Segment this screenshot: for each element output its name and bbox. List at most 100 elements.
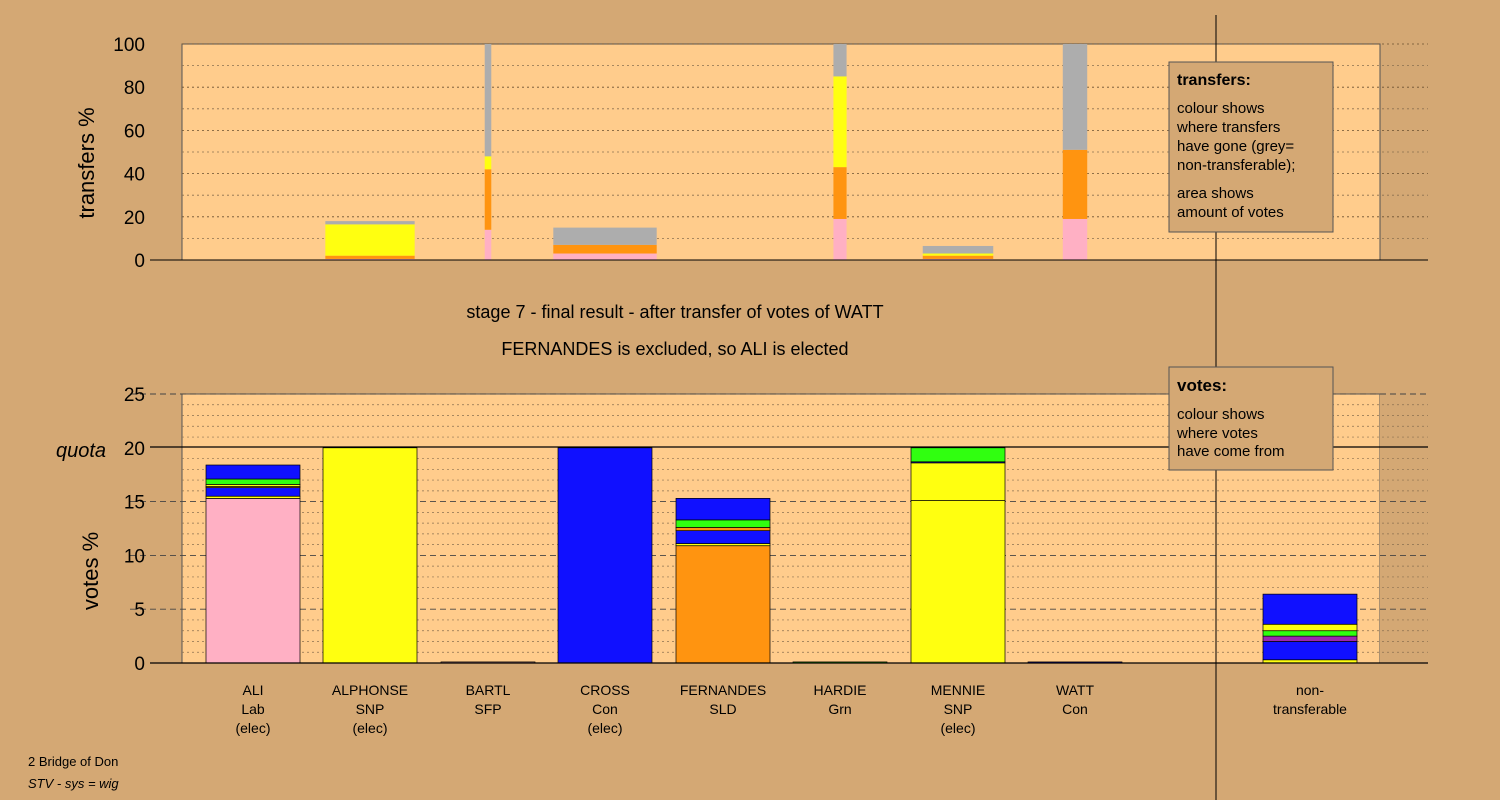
votes-legend-line: have come from: [1177, 443, 1285, 460]
vote-segment: [910, 500, 1006, 664]
vote-segment: [910, 447, 1006, 463]
vote-segment: [205, 487, 301, 497]
vote-segment: [1262, 630, 1358, 637]
candidate-label: FERNANDES: [680, 682, 766, 698]
candidate-label: MENNIE: [931, 682, 985, 698]
candidate-label: Grn: [828, 701, 851, 717]
transfer-segment: [325, 255, 415, 259]
transfer-segment: [833, 218, 847, 260]
y-tick-label: 0: [134, 251, 145, 272]
transfer-segment: [484, 44, 492, 157]
transfer-segment: [922, 253, 994, 256]
votes-legend-line: where votes: [1176, 425, 1258, 442]
vote-segment: [1262, 635, 1358, 642]
transfers-legend-line: amount of votes: [1177, 204, 1284, 221]
candidate-label: SNP: [356, 701, 385, 717]
y-tick-label: 40: [124, 165, 145, 186]
y-tick-label: 20: [124, 208, 145, 229]
candidate-label: (elec): [587, 720, 622, 736]
vote-segment: [675, 545, 771, 664]
candidate-label: Lab: [241, 701, 265, 717]
y-tick-label: 10: [124, 546, 145, 567]
transfers-legend-line: have gone (grey=: [1177, 138, 1294, 155]
candidate-label: Con: [1062, 701, 1088, 717]
votes-y-ticks: 0 5 10 15 20 25: [124, 385, 145, 675]
votes-legend: votes: colour shows where votes have com…: [1168, 366, 1334, 471]
transfer-segment: [1062, 149, 1088, 219]
nontransferable-label: transferable: [1273, 701, 1347, 717]
transfer-segment: [553, 227, 657, 245]
candidate-label: SFP: [474, 701, 501, 717]
vote-segment: [1262, 593, 1358, 625]
votes-plot-right-shade: [1380, 394, 1428, 663]
transfers-legend-line: area shows: [1177, 185, 1254, 202]
nontransferable-label: non-: [1296, 682, 1324, 698]
y-tick-label: 0: [134, 654, 145, 675]
candidate-label: CROSS: [580, 682, 630, 698]
candidate-labels: ALI Lab (elec) ALPHONSE SNP (elec) BARTL SFP CRO…: [235, 682, 1347, 736]
transfer-segment: [553, 244, 657, 254]
transfer-segment: [484, 169, 492, 230]
y-tick-label: 60: [124, 121, 145, 142]
stage-title: stage 7 - final result - after transfer …: [466, 302, 883, 322]
votes-legend-box: [1168, 366, 1334, 471]
vote-segment: [205, 478, 301, 485]
transfers-axis-label: transfers %: [74, 107, 99, 218]
transfer-segment: [1062, 44, 1088, 150]
vote-segment: [205, 464, 301, 480]
candidate-label: SNP: [944, 701, 973, 717]
transfers-legend-box: [1168, 61, 1334, 233]
y-tick-label: 100: [113, 35, 145, 56]
y-tick-label: 5: [134, 600, 145, 621]
vote-segment: [675, 519, 771, 528]
transfer-segment: [325, 258, 415, 260]
transfers-bars: [325, 44, 1088, 260]
candidate-label: Con: [592, 701, 618, 717]
votes-bars: [205, 447, 1358, 664]
stage-subtitle: FERNANDES is excluded, so ALI is elected: [501, 339, 848, 359]
vote-segment: [322, 447, 418, 664]
candidate-label: SLD: [709, 701, 736, 717]
transfer-segment: [484, 156, 492, 170]
transfer-segment: [553, 253, 657, 260]
candidate-label: BARTL: [466, 682, 511, 698]
votes-legend-line: colour shows: [1177, 406, 1265, 423]
vote-segment: [675, 527, 771, 532]
candidate-label: (elec): [235, 720, 270, 736]
transfer-segment: [922, 245, 994, 254]
vote-segment: [557, 447, 653, 664]
transfers-legend: transfers: colour shows where transfers …: [1168, 61, 1334, 233]
transfer-segment: [922, 255, 994, 259]
transfer-segment: [325, 224, 415, 256]
transfers-y-ticks: 0 20 40 60 80 100: [113, 35, 145, 272]
candidate-label: (elec): [352, 720, 387, 736]
transfers-legend-line: non-transferable);: [1177, 157, 1295, 174]
votes-axis-label: votes %: [78, 532, 103, 610]
transfer-segment: [325, 221, 415, 225]
transfer-segment: [1062, 218, 1088, 260]
transfer-segment: [833, 167, 847, 219]
candidate-label: WATT: [1056, 682, 1095, 698]
vote-segment: [910, 462, 1006, 501]
vote-segment: [675, 498, 771, 521]
y-tick-label: 25: [124, 385, 145, 406]
vote-segment: [205, 498, 301, 664]
stv-system: STV - sys = wig: [28, 776, 119, 791]
y-tick-label: 20: [124, 439, 145, 460]
quota-label: quota: [56, 440, 106, 462]
y-tick-label: 80: [124, 78, 145, 99]
votes-legend-title: votes:: [1177, 376, 1227, 395]
transfer-segment: [484, 229, 492, 260]
ward-name: 2 Bridge of Don: [28, 754, 118, 769]
candidate-label: HARDIE: [814, 682, 867, 698]
candidate-label: ALI: [242, 682, 263, 698]
candidate-label: (elec): [940, 720, 975, 736]
transfers-legend-title: transfers:: [1177, 72, 1251, 89]
y-tick-label: 15: [124, 493, 145, 514]
transfers-legend-line: colour shows: [1177, 100, 1265, 117]
transfers-legend-line: where transfers: [1176, 119, 1280, 136]
candidate-label: ALPHONSE: [332, 682, 408, 698]
vote-segment: [675, 530, 771, 544]
vote-segment: [1262, 623, 1358, 632]
